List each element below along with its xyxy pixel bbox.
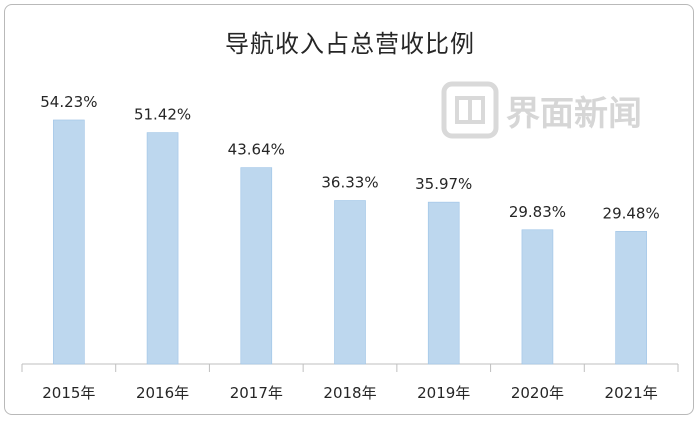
category-label: 2019年 [417, 384, 470, 402]
bar-2018年 [334, 200, 366, 365]
bar-2017年 [240, 167, 273, 365]
category-label: 2018年 [323, 384, 376, 402]
bar-2015年 [53, 119, 85, 365]
bars [53, 119, 647, 365]
watermark: 界面新闻 [441, 81, 642, 139]
category-label: 2015年 [42, 384, 95, 402]
category-labels: 2015年 2016年 2017年 2018年 2019年 2020年 2021年 [42, 384, 657, 402]
chart-title: 导航收入占总营收比例 [225, 30, 475, 58]
x-axis-ticks [21, 364, 679, 372]
watermark-text: 界面新闻 [506, 94, 642, 134]
data-label: 36.33% [321, 174, 378, 192]
data-label: 35.97% [415, 175, 472, 193]
data-label: 29.48% [603, 204, 660, 222]
bar-2020年 [521, 229, 554, 365]
data-label: 43.64% [228, 141, 285, 159]
bar-2019年 [427, 201, 460, 365]
category-label: 2021年 [605, 384, 658, 402]
bar-2016年 [146, 132, 179, 365]
data-label: 51.42% [134, 106, 191, 124]
bar-2021年 [615, 231, 647, 365]
watermark-logo-icon [441, 81, 499, 139]
category-label: 2016年 [136, 384, 189, 402]
category-label: 2017年 [230, 384, 283, 402]
data-label: 54.23% [40, 93, 97, 111]
category-label: 2020年 [511, 384, 564, 402]
data-labels: 54.23% 51.42% 43.64% 36.33% 35.97% 29.83% 29.4… [40, 93, 659, 222]
data-label: 29.83% [509, 203, 566, 221]
